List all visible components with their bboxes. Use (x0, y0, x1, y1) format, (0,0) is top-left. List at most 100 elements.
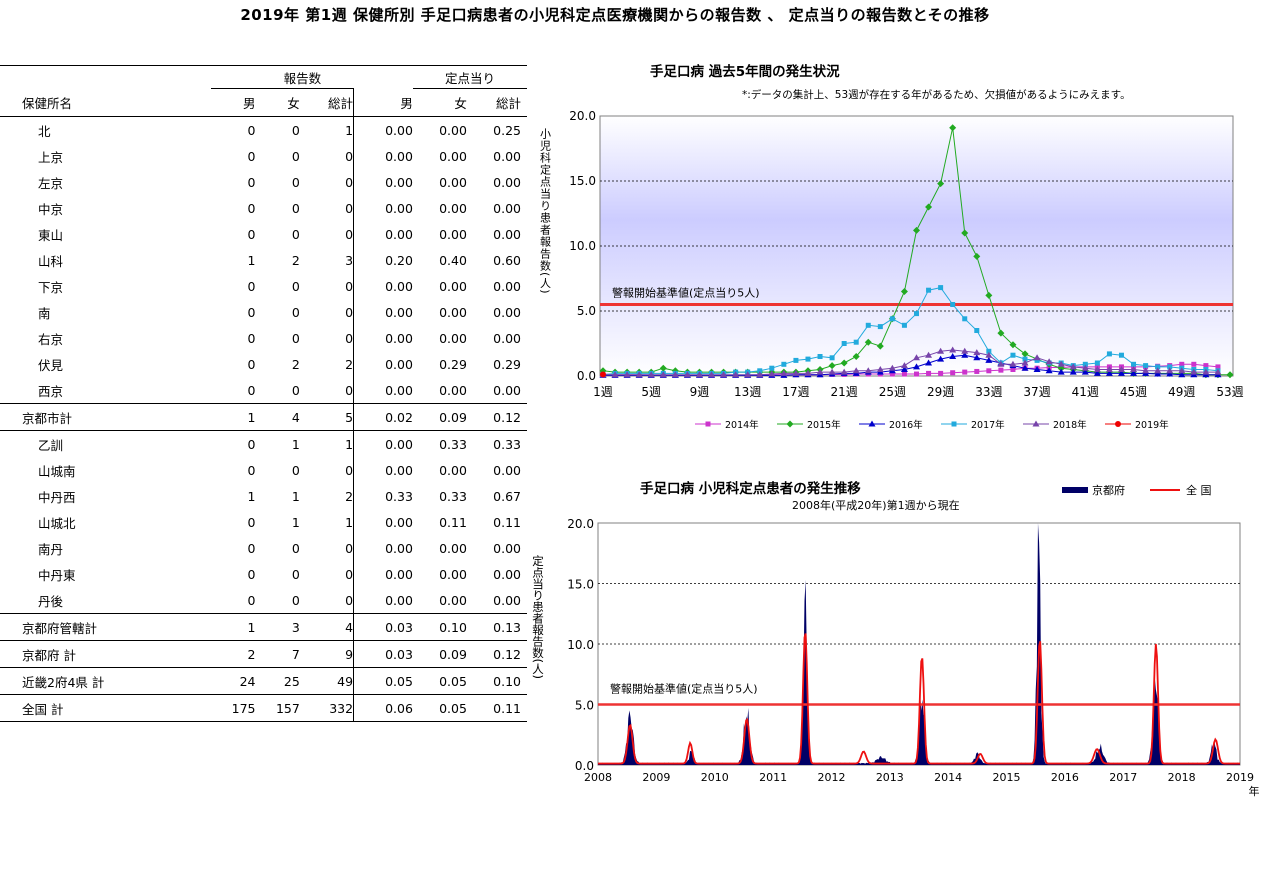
chart1-data-point (877, 324, 883, 330)
chart1-data-point (852, 367, 860, 374)
chart1-data-point (888, 364, 896, 371)
chart1-data-point (1057, 360, 1065, 367)
cell-total: 9 (299, 640, 354, 668)
col-header-male: 男 (211, 88, 256, 117)
chart1-data-point (840, 359, 848, 367)
cell-total: 0 (345, 226, 354, 242)
cell-per-male: 0.00 (353, 430, 413, 457)
chart1-x-tick: 13週 (734, 385, 761, 399)
chart2-y-tick: 5.0 (575, 699, 594, 713)
cell-per-total: 0.00 (493, 200, 521, 216)
table-row: 上京 0 0 0 0.00 0.00 0.00 (0, 143, 527, 169)
cell-female: 0 (291, 148, 300, 164)
cell-per-female: 0.00 (439, 200, 467, 216)
cell-per-total: 0.00 (493, 304, 521, 320)
chart1-data-point (937, 180, 945, 188)
chart2-legend-label-kyoto: 京都府 (1092, 483, 1125, 497)
chart1-data-point (900, 362, 908, 369)
table-group-header-row: 報告数 定点当り (0, 65, 527, 89)
chart2-legend-label-national: 全 国 (1186, 483, 1212, 497)
chart1-data-point (768, 370, 776, 377)
chart1-data-point (1034, 357, 1040, 363)
cell-male: 0 (247, 278, 256, 294)
cell-total: 49 (299, 667, 354, 695)
cell-total: 0 (345, 566, 354, 582)
chart1-data-point (1142, 367, 1150, 374)
cell-total: 5 (299, 403, 354, 431)
cell-male: 24 (211, 667, 256, 695)
cell-female: 0 (291, 174, 300, 190)
chart1-data-point (1179, 361, 1185, 367)
cell-name: 東山 (38, 227, 64, 243)
cell-per-female: 0.29 (439, 356, 467, 372)
chart1-five-year-weekly: 0.0 5.0 10.0 15.0 20.0 1週 5週 9週 13週 17週 21週 25週 29週 3… (539, 109, 1244, 431)
chart1-data-point (1117, 366, 1125, 372)
chart2-x-tick: 2018 (1168, 771, 1196, 784)
chart1-data-point (913, 226, 920, 234)
cell-per-male: 0.00 (353, 535, 413, 561)
cell-total: 0 (345, 592, 354, 608)
chart1-data-point (914, 371, 919, 377)
cell-per-male: 0.00 (353, 457, 413, 483)
table-row: 南 0 0 0 0.00 0.00 0.00 (0, 299, 527, 325)
cell-male: 1 (247, 252, 256, 268)
cell-per-male: 0.33 (353, 483, 413, 509)
chart1-data-point (1045, 367, 1053, 374)
chart1-data-point (841, 341, 847, 346)
cell-female: 157 (255, 694, 300, 722)
cell-female: 0 (291, 462, 300, 478)
cell-per-female: 0.00 (439, 462, 467, 478)
chart1-legend-marker (868, 420, 876, 427)
chart1-x-tick: 9週 (690, 385, 710, 399)
chart1-legend-label: 2016年 (889, 419, 923, 431)
chart1-x-tick: 29週 (927, 385, 954, 399)
chart1-data-point (671, 371, 679, 378)
cell-name: 下京 (38, 279, 64, 295)
cell-female: 3 (255, 613, 300, 641)
table-row: 東山 0 0 0 0.00 0.00 0.00 (0, 221, 527, 247)
chart1-data-point (889, 371, 895, 377)
col-header-per-male: 男 (353, 88, 413, 117)
cell-per-total: 0.00 (493, 566, 521, 582)
table-row: 右京 0 0 0 0.00 0.00 0.00 (0, 325, 527, 351)
table-row: 中丹西 1 1 2 0.33 0.33 0.67 (0, 483, 527, 509)
chart1-data-point (756, 371, 764, 378)
chart1-legend-label: 2015年 (807, 419, 841, 431)
chart1-data-point (925, 351, 933, 358)
chart1-legend-marker (786, 420, 794, 428)
chart1-legend-marker (1032, 420, 1040, 427)
chart1-data-point (998, 367, 1004, 373)
chart1-data-point (1093, 366, 1101, 372)
cell-per-total: 0.12 (466, 640, 527, 668)
cell-name: 乙訓 (0, 430, 212, 457)
cell-male: 0 (247, 382, 256, 398)
chart1-data-point (1105, 369, 1113, 376)
table-row: 北 0 0 1 0.00 0.00 0.25 (0, 116, 527, 143)
cell-per-female: 0.00 (439, 122, 467, 138)
chart1-data-point (1117, 369, 1125, 376)
cell-per-male: 0.00 (353, 587, 413, 614)
cell-female: 2 (291, 356, 300, 372)
cell-per-female: 0.00 (439, 226, 467, 242)
chart2-x-tick: 2015 (993, 771, 1021, 784)
chart1-series-line (603, 354, 1218, 376)
cell-per-total: 0.12 (466, 403, 527, 431)
chart2-legend-swatch-kyoto (1062, 487, 1088, 493)
chart1-data-point (1082, 361, 1088, 367)
cell-per-male: 0.00 (353, 116, 413, 143)
chart2-threshold-label: 警報開始基準値(定点当り5人) (610, 682, 758, 696)
chart1-data-point (950, 370, 956, 376)
cell-male: 1 (247, 488, 256, 504)
chart1-data-point (757, 368, 763, 374)
cell-name: 全国 計 (0, 694, 212, 722)
cell-male: 0 (247, 462, 256, 478)
cell-per-male: 0.05 (353, 667, 413, 695)
table-row: 乙訓 0 1 1 0.00 0.33 0.33 (0, 430, 527, 457)
chart1-data-point (950, 302, 956, 307)
cell-female: 0 (291, 592, 300, 608)
chart1-data-point (1143, 363, 1149, 369)
chart1-data-point (1191, 361, 1197, 367)
chart1-data-point (1118, 352, 1124, 358)
chart1-data-point (1130, 369, 1138, 376)
chart1-x-tick: 33週 (975, 385, 1002, 399)
